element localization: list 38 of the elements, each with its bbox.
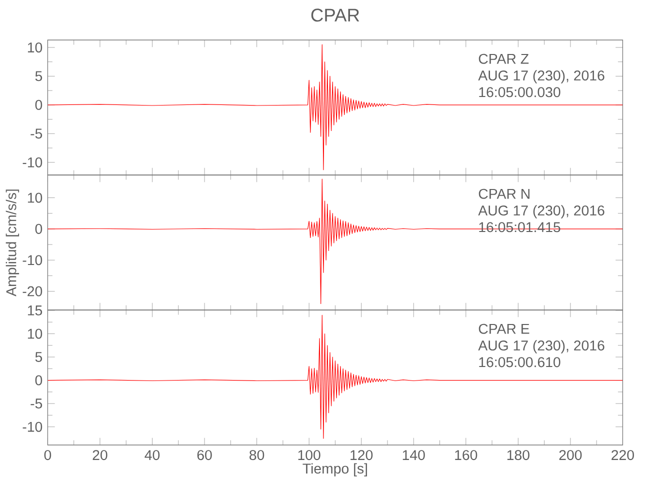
x-tick-label: 200 <box>559 450 582 460</box>
x-tick-label: 20 <box>92 450 108 460</box>
x-tick-label: 180 <box>507 450 530 460</box>
y-tick-label: -5 <box>30 398 42 409</box>
annotation: CPAR Z <box>478 54 529 64</box>
annotation: AUG 17 (230), 2016 <box>478 340 604 354</box>
annotation: CPAR N <box>478 188 530 199</box>
y-tick-label: 0 <box>35 224 42 234</box>
y-tick-label: -20 <box>22 286 42 296</box>
y-tick-label: 5 <box>35 71 42 82</box>
y-tick-label: -10 <box>22 157 42 168</box>
x-axis-title: Tiempo [s] <box>302 463 367 476</box>
x-tick-label: 140 <box>402 450 425 460</box>
x-tick-label: 100 <box>298 450 320 460</box>
y-tick-label: -10 <box>22 422 42 432</box>
x-tick-label: 120 <box>350 450 373 460</box>
y-tick-label: 10 <box>28 42 42 52</box>
x-tick-label: 220 <box>612 450 634 460</box>
chart-title: CPAR <box>311 8 360 22</box>
y-tick-label: 10 <box>28 192 42 203</box>
x-tick-label: 160 <box>455 450 478 460</box>
y-axis-title: Amplitud [cm/s/s] <box>6 190 20 296</box>
x-tick-label: 80 <box>250 450 264 460</box>
y-tick-label: -10 <box>22 255 42 266</box>
annotation: 16:05:00.030 <box>479 87 560 98</box>
annotation: 16:05:00.610 <box>479 357 560 368</box>
y-tick-label: 10 <box>28 328 42 339</box>
y-tick-label: 15 <box>28 306 42 316</box>
y-tick-label: 5 <box>35 352 42 362</box>
annotation: AUG 17 (230), 2016 <box>478 70 604 84</box>
annotation: CPAR E <box>478 324 530 334</box>
y-tick-label: -5 <box>30 128 42 139</box>
y-tick-label: 0 <box>35 100 42 110</box>
x-tick-label: 0 <box>44 450 52 460</box>
x-tick-label: 60 <box>197 450 212 460</box>
x-tick-label: 40 <box>144 450 160 460</box>
y-tick-label: 0 <box>35 375 42 386</box>
annotation: AUG 17 (230), 2016 <box>478 205 604 218</box>
